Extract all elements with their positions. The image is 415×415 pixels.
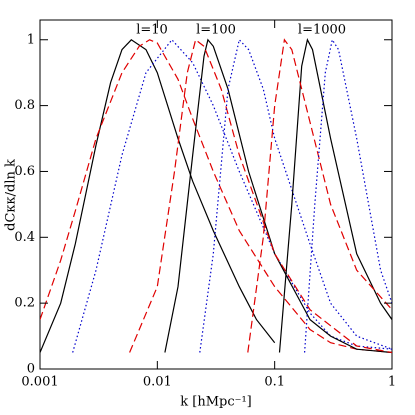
line [40, 39, 392, 354]
y-tick-label: 0 [27, 362, 35, 377]
x-tick-label: 0.1 [264, 375, 285, 390]
annotation: l=1000 [298, 23, 346, 38]
annotation: l=100 [196, 23, 236, 38]
x-tick-label: 0.01 [143, 375, 172, 390]
x-tick-label: 1 [388, 375, 396, 390]
line [40, 39, 276, 353]
line [304, 38, 392, 353]
curves [40, 38, 392, 354]
line [129, 38, 392, 354]
x-tick-label: 0.001 [21, 375, 58, 390]
y-tick-label: 0.2 [14, 296, 35, 311]
y-tick-label: 0.8 [14, 98, 35, 113]
y-tick-label: 0.4 [14, 230, 35, 245]
annotation: l=10 [136, 23, 168, 38]
y-tick-label: 1 [27, 32, 35, 47]
line [247, 38, 392, 353]
y-axis-label: dCκκ/dln k [4, 159, 19, 231]
plot-frame [39, 19, 393, 370]
y-tick-label: 0.6 [14, 164, 35, 179]
x-axis-label: k [hMpc⁻¹] [180, 395, 252, 410]
line [199, 38, 392, 353]
line [278, 38, 392, 353]
